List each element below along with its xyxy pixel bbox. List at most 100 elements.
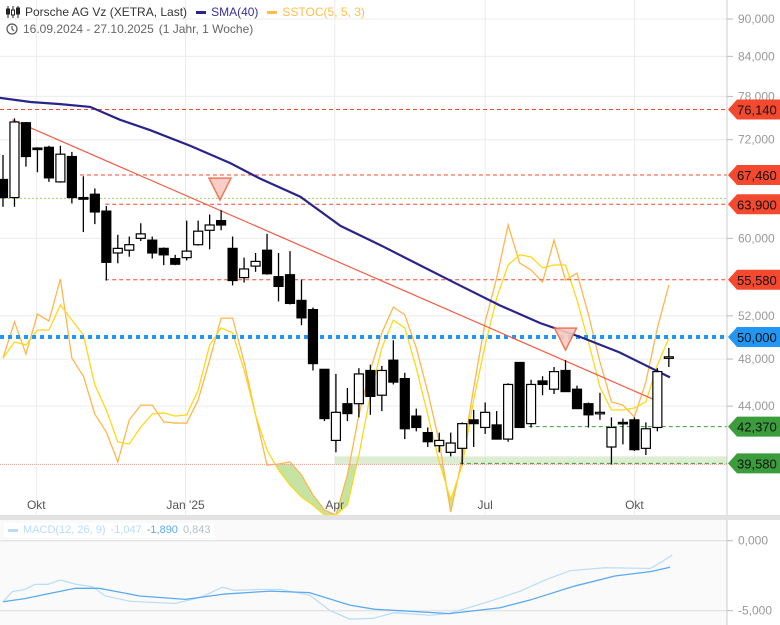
candle-down	[227, 247, 238, 282]
price-tag	[728, 164, 780, 185]
candle-down	[491, 424, 502, 440]
candle-down	[273, 276, 284, 288]
candle-down	[147, 239, 158, 254]
candle-up	[181, 250, 192, 259]
candle-up	[525, 383, 537, 425]
period-label: (1 Jahr, 1 Woche)	[158, 22, 254, 36]
stoc-legend-label[interactable]: SSTOC(5, 5, 3)	[282, 5, 365, 19]
price-tag-label: 76,140	[737, 102, 777, 117]
candle-down	[32, 147, 43, 151]
price-tag	[728, 99, 780, 120]
candle-up	[330, 411, 342, 442]
candle-up	[445, 442, 456, 453]
sell-signal-marker	[553, 327, 578, 352]
candle-down	[78, 196, 89, 200]
price-tag-label: 63,900	[737, 197, 777, 212]
price-tag-label: 55,580	[737, 273, 777, 288]
candle-up	[9, 121, 20, 199]
macd-value: -1,047	[110, 524, 142, 536]
time-axis: Okt Jan '25 Apr Jul Okt	[27, 498, 644, 512]
candle-down	[101, 210, 112, 263]
candle-down	[342, 403, 353, 415]
macd-signal-line	[2, 566, 671, 615]
macd-legend-label[interactable]: MACD(12, 26, 9)	[23, 524, 106, 536]
candle-up	[503, 383, 514, 440]
candle-up	[594, 411, 606, 415]
price-tag	[728, 453, 780, 474]
candle-up	[135, 233, 146, 239]
y-tick-label: 48,000	[738, 352, 775, 366]
panel-divider[interactable]	[0, 515, 780, 520]
candle-up	[606, 426, 617, 448]
stoc-legend-swatch	[267, 10, 278, 14]
macd-legend-swatch	[8, 528, 18, 532]
macd-legend: MACD(12, 26, 9) -1,047 -1,890 0,843	[4, 523, 215, 537]
candle-down	[261, 249, 273, 275]
sma-legend-label[interactable]: SMA(40)	[211, 5, 259, 19]
candle-up	[652, 371, 663, 429]
candle-up	[376, 369, 387, 396]
candle-up	[124, 244, 135, 251]
candle-down	[468, 419, 479, 425]
candle-up	[663, 356, 674, 359]
macd-line	[2, 554, 673, 620]
candle-down	[216, 220, 227, 226]
y-tick-label: 84,000	[738, 49, 775, 63]
macd-histogram-value: 0,843	[182, 524, 211, 536]
candle-down	[296, 299, 307, 319]
macd-lines: 0,000 -5,000	[0, 534, 772, 620]
candle-up	[548, 371, 560, 390]
candle-down	[365, 369, 376, 398]
price-tag-label: 39,580	[737, 456, 777, 471]
price-tag	[728, 416, 780, 437]
price-tag	[728, 194, 780, 215]
y-tick-label: 44,000	[738, 399, 775, 413]
candlestick-icon	[6, 6, 20, 18]
candle-up	[640, 428, 651, 449]
y-tick-label: 52,000	[738, 309, 775, 323]
candle-down	[411, 415, 422, 429]
sma40-line	[0, 96, 671, 379]
candle-down	[399, 377, 410, 430]
candle-down	[629, 419, 640, 451]
price-tag-label: 67,460	[737, 168, 777, 183]
candle-up	[238, 268, 250, 279]
candle-up	[193, 230, 204, 246]
trendline	[11, 119, 656, 401]
candle-down	[89, 193, 100, 213]
price-tag	[728, 326, 780, 347]
stoc-oversold-fill	[266, 464, 463, 515]
instrument-title: Porsche AG Vz (XETRA, Last)	[25, 5, 188, 19]
x-tick-label: Jul	[477, 498, 492, 512]
candle-up	[434, 439, 445, 447]
candle-down	[388, 359, 399, 383]
price-tag	[728, 269, 780, 290]
candle-down	[66, 155, 77, 199]
candle-up	[353, 373, 364, 405]
chart-header: Porsche AG Vz (XETRA, Last) SMA(40) SSTO…	[6, 5, 365, 19]
horizontal-levels	[0, 108, 727, 465]
macd-signal-value: -1,890	[146, 524, 178, 536]
candle-down	[422, 432, 433, 443]
price-tag-label: 50,000	[737, 330, 777, 345]
candle-up	[480, 411, 491, 429]
candle-down	[0, 178, 9, 199]
candle-down	[319, 368, 330, 420]
candle-down	[571, 388, 583, 410]
candle-down	[583, 403, 594, 416]
clock-icon	[6, 23, 18, 35]
date-range-row: 16.09.2024 - 27.10.2025 (1 Jahr, 1 Woche…	[6, 22, 253, 36]
candle-up	[457, 423, 468, 449]
signal-markers	[207, 177, 578, 352]
x-tick-label: Okt	[625, 498, 644, 512]
sell-signal-marker	[207, 177, 233, 202]
y-tick-label: 90,000	[738, 12, 775, 26]
candle-down	[537, 380, 548, 386]
date-range[interactable]: 16.09.2024 - 27.10.2025	[23, 22, 154, 36]
candle-down	[43, 146, 55, 179]
support-zone	[334, 456, 727, 464]
y-tick-label: 72,000	[738, 133, 775, 147]
candle-down	[514, 361, 525, 429]
candle-up	[112, 247, 123, 254]
